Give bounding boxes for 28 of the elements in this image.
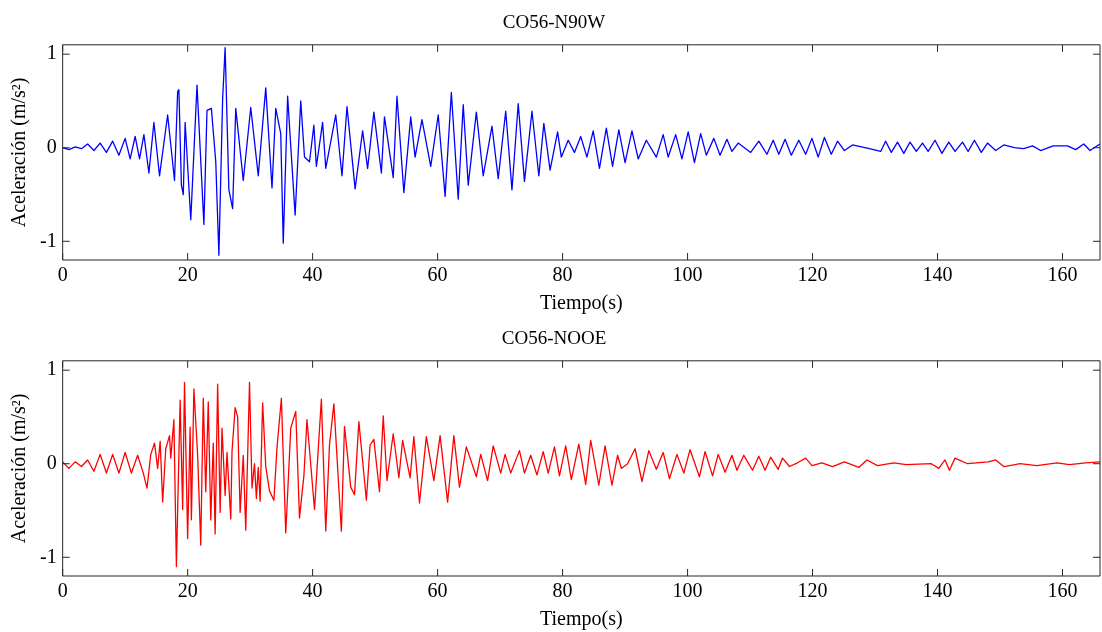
- x-tick-label: 40: [302, 579, 323, 602]
- x-tick-label: 20: [177, 263, 198, 286]
- x-tick-label: 20: [177, 579, 198, 602]
- x-tick-label: 60: [427, 263, 448, 286]
- chart-title: CO56-NOOE: [501, 327, 607, 349]
- x-axis-title: Tiempo(s): [540, 607, 623, 631]
- x-tick-label: 140: [922, 579, 953, 602]
- x-tick-label: 60: [427, 579, 448, 602]
- x-axis-title: Tiempo(s): [540, 291, 623, 315]
- x-tick-label: 160: [1047, 263, 1078, 286]
- x-tick-label: 80: [552, 263, 573, 286]
- y-tick-label: 0: [46, 450, 57, 473]
- y-axis-title: Aceleración (m/s²): [7, 77, 31, 228]
- y-tick-label: -1: [39, 544, 57, 567]
- x-tick-label: 80: [552, 579, 573, 602]
- x-tick-label: 140: [922, 263, 953, 286]
- y-tick-label: 1: [46, 357, 57, 380]
- y-tick-label: -1: [39, 228, 57, 251]
- y-tick-label: 0: [46, 134, 57, 157]
- y-axis-title: Aceleración (m/s²): [7, 393, 31, 544]
- chart-title: CO56-N90W: [502, 11, 606, 33]
- x-tick-label: 100: [672, 263, 703, 286]
- y-tick-label: 1: [46, 41, 57, 64]
- x-tick-label: 120: [797, 263, 828, 286]
- x-tick-label: 100: [672, 579, 703, 602]
- x-tick-label: 160: [1047, 579, 1078, 602]
- x-tick-label: 40: [302, 263, 323, 286]
- x-tick-label: 120: [797, 579, 828, 602]
